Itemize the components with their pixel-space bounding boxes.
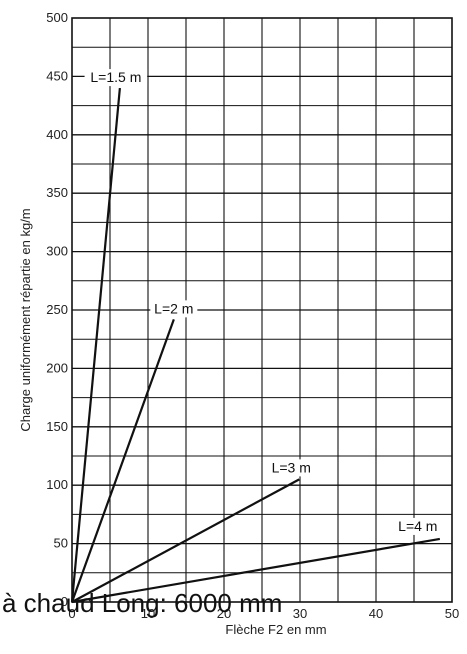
plot-frame xyxy=(71,17,453,603)
x-tick-label: 50 xyxy=(445,606,459,621)
x-tick-label: 40 xyxy=(369,606,383,621)
series-line xyxy=(70,87,121,603)
series-label: L=1.5 m xyxy=(90,69,141,85)
series-line xyxy=(71,478,300,603)
overlay-caption: à chaud Long: 6000 mm xyxy=(2,588,282,618)
x-tick-label: 0 xyxy=(68,606,75,621)
y-tick-label: 450 xyxy=(46,68,68,83)
series-label-background xyxy=(394,517,442,535)
x-tick-label: 30 xyxy=(293,606,307,621)
tick-labels: 0 50 100 150 200 250 300 350 400 450 500 0 10 20 30 40 5… xyxy=(46,10,459,621)
series-label: L=2 m xyxy=(154,300,193,316)
y-tick-label: 100 xyxy=(46,477,68,492)
series-line xyxy=(71,537,441,604)
y-tick-label: 400 xyxy=(46,127,68,142)
grid xyxy=(72,18,452,602)
series-line xyxy=(70,318,175,603)
y-tick-label: 500 xyxy=(46,10,68,25)
axes xyxy=(71,17,453,603)
series-label-background xyxy=(84,69,148,87)
x-tick-label: 10 xyxy=(141,606,155,621)
series-label: L=3 m xyxy=(272,459,311,475)
y-tick-label: 350 xyxy=(46,185,68,200)
y-tick-label: 300 xyxy=(46,244,68,259)
y-tick-label: 150 xyxy=(46,419,68,434)
y-axis-title: Charge uniformément répartie en kg/m xyxy=(18,208,33,431)
x-tick-label: 20 xyxy=(217,606,231,621)
y-tick-label: 250 xyxy=(46,302,68,317)
series-label-background xyxy=(267,459,315,477)
y-tick-label: 200 xyxy=(46,360,68,375)
series-label: L=4 m xyxy=(398,518,437,534)
series-label-background xyxy=(150,300,198,318)
series-lines: L=1.5 m L=2 m L=3 m L=4 m xyxy=(70,69,442,604)
y-tick-label: 50 xyxy=(54,536,68,551)
x-axis-title: Flèche F2 en mm xyxy=(225,622,326,637)
y-tick-label: 0 xyxy=(61,594,68,609)
